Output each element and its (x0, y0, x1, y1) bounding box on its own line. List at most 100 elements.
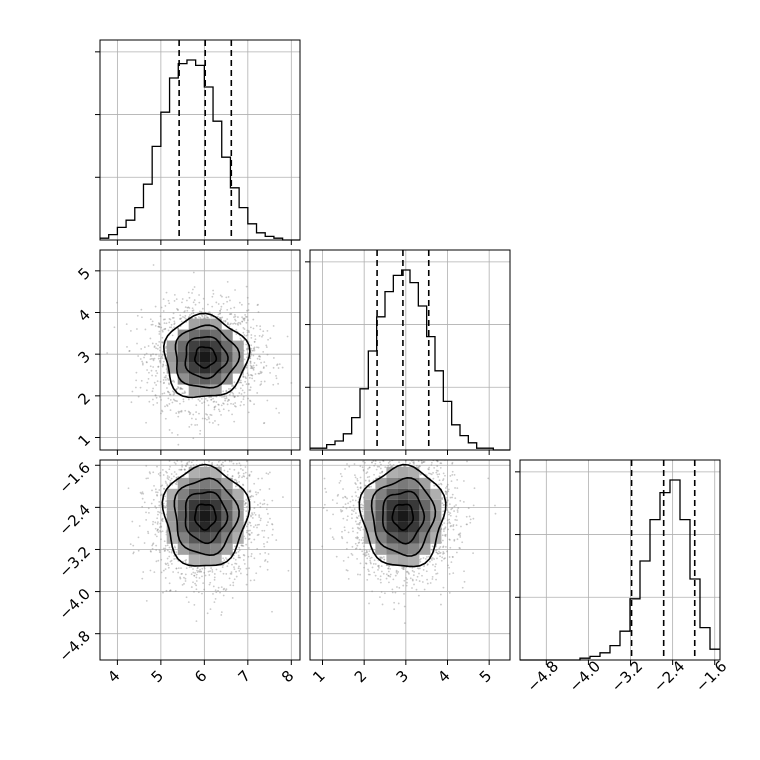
sample-point (226, 565, 229, 568)
sample-point (223, 559, 226, 562)
sample-point (431, 578, 434, 580)
sample-point (172, 398, 175, 401)
sample-point (245, 510, 248, 512)
density-cell (375, 488, 387, 500)
sample-point (190, 586, 193, 588)
sample-point (262, 350, 265, 353)
sample-point (436, 473, 439, 476)
sample-point (263, 560, 266, 562)
sample-point (185, 596, 188, 599)
sample-point (233, 568, 236, 571)
sample-point (237, 324, 239, 326)
density-cell (166, 521, 178, 533)
sample-point (382, 460, 385, 463)
sample-point (193, 574, 196, 577)
sample-point (340, 536, 343, 538)
sample-point (267, 536, 270, 539)
sample-point (168, 326, 171, 329)
sample-point (249, 399, 251, 402)
sample-point (234, 562, 236, 565)
sample-point (204, 314, 207, 317)
density-cell (364, 532, 376, 544)
sample-point (443, 552, 445, 555)
sample-point (214, 597, 217, 600)
sample-point (451, 496, 453, 499)
sample-point (254, 338, 257, 341)
sample-point (226, 400, 229, 403)
histogram-0 (100, 59, 300, 241)
sample-point (371, 461, 373, 464)
sample-point (392, 463, 395, 466)
sample-point (179, 388, 182, 390)
sample-point (358, 538, 361, 541)
sample-point (387, 570, 390, 573)
sample-point (155, 560, 158, 563)
sample-point (254, 514, 257, 516)
sample-point (222, 461, 224, 464)
sample-point (250, 334, 253, 336)
sample-point (278, 363, 281, 366)
sample-point (243, 391, 246, 394)
sample-point (192, 311, 195, 314)
sample-point (444, 490, 447, 493)
sample-point (256, 392, 259, 394)
sample-point (187, 291, 190, 294)
sample-point (238, 570, 241, 572)
sample-point (234, 387, 237, 390)
sample-point (204, 417, 206, 420)
sample-point (263, 545, 266, 548)
sample-point (227, 296, 230, 298)
sample-point (173, 471, 176, 473)
sample-point (173, 391, 176, 394)
sample-point (233, 313, 236, 316)
sample-point (143, 356, 145, 359)
sample-point (229, 313, 232, 315)
sample-point (442, 553, 444, 555)
sample-point (392, 578, 395, 581)
sample-point (247, 523, 249, 526)
sample-point (411, 587, 413, 589)
sample-point (227, 323, 230, 326)
sample-point (446, 483, 449, 486)
sample-point (259, 552, 262, 555)
sample-point (247, 383, 250, 386)
sample-point (220, 308, 222, 311)
sample-point (186, 309, 189, 312)
sample-point (206, 399, 209, 402)
sample-point (244, 376, 247, 379)
density-cell (221, 521, 233, 533)
sample-point (352, 510, 355, 512)
sample-point (156, 517, 159, 520)
sample-point (354, 482, 357, 484)
density-cell (188, 466, 200, 478)
sample-point (391, 591, 394, 594)
sample-point (181, 465, 184, 468)
sample-point (163, 487, 166, 490)
sample-point (450, 508, 453, 511)
sample-point (183, 582, 185, 585)
sample-point (245, 477, 248, 480)
sample-point (173, 320, 176, 323)
sample-point (139, 358, 142, 360)
sample-point (249, 524, 252, 527)
sample-point (339, 479, 342, 482)
sample-point (211, 570, 214, 573)
sample-point (171, 334, 174, 337)
sample-point (143, 501, 146, 504)
sample-point (415, 579, 418, 581)
sample-point (444, 527, 446, 530)
sample-point (446, 519, 449, 522)
sample-point (225, 573, 228, 575)
sample-point (253, 482, 256, 485)
sample-point (357, 515, 360, 517)
sample-point (253, 340, 256, 343)
sample-point (459, 547, 461, 550)
sample-point (243, 358, 246, 361)
sample-point (106, 352, 109, 354)
sample-point (145, 421, 147, 424)
sample-point (199, 429, 202, 432)
sample-point (351, 509, 353, 512)
sample-point (155, 535, 158, 538)
sample-point (155, 544, 158, 547)
histogram-1 (310, 269, 510, 451)
